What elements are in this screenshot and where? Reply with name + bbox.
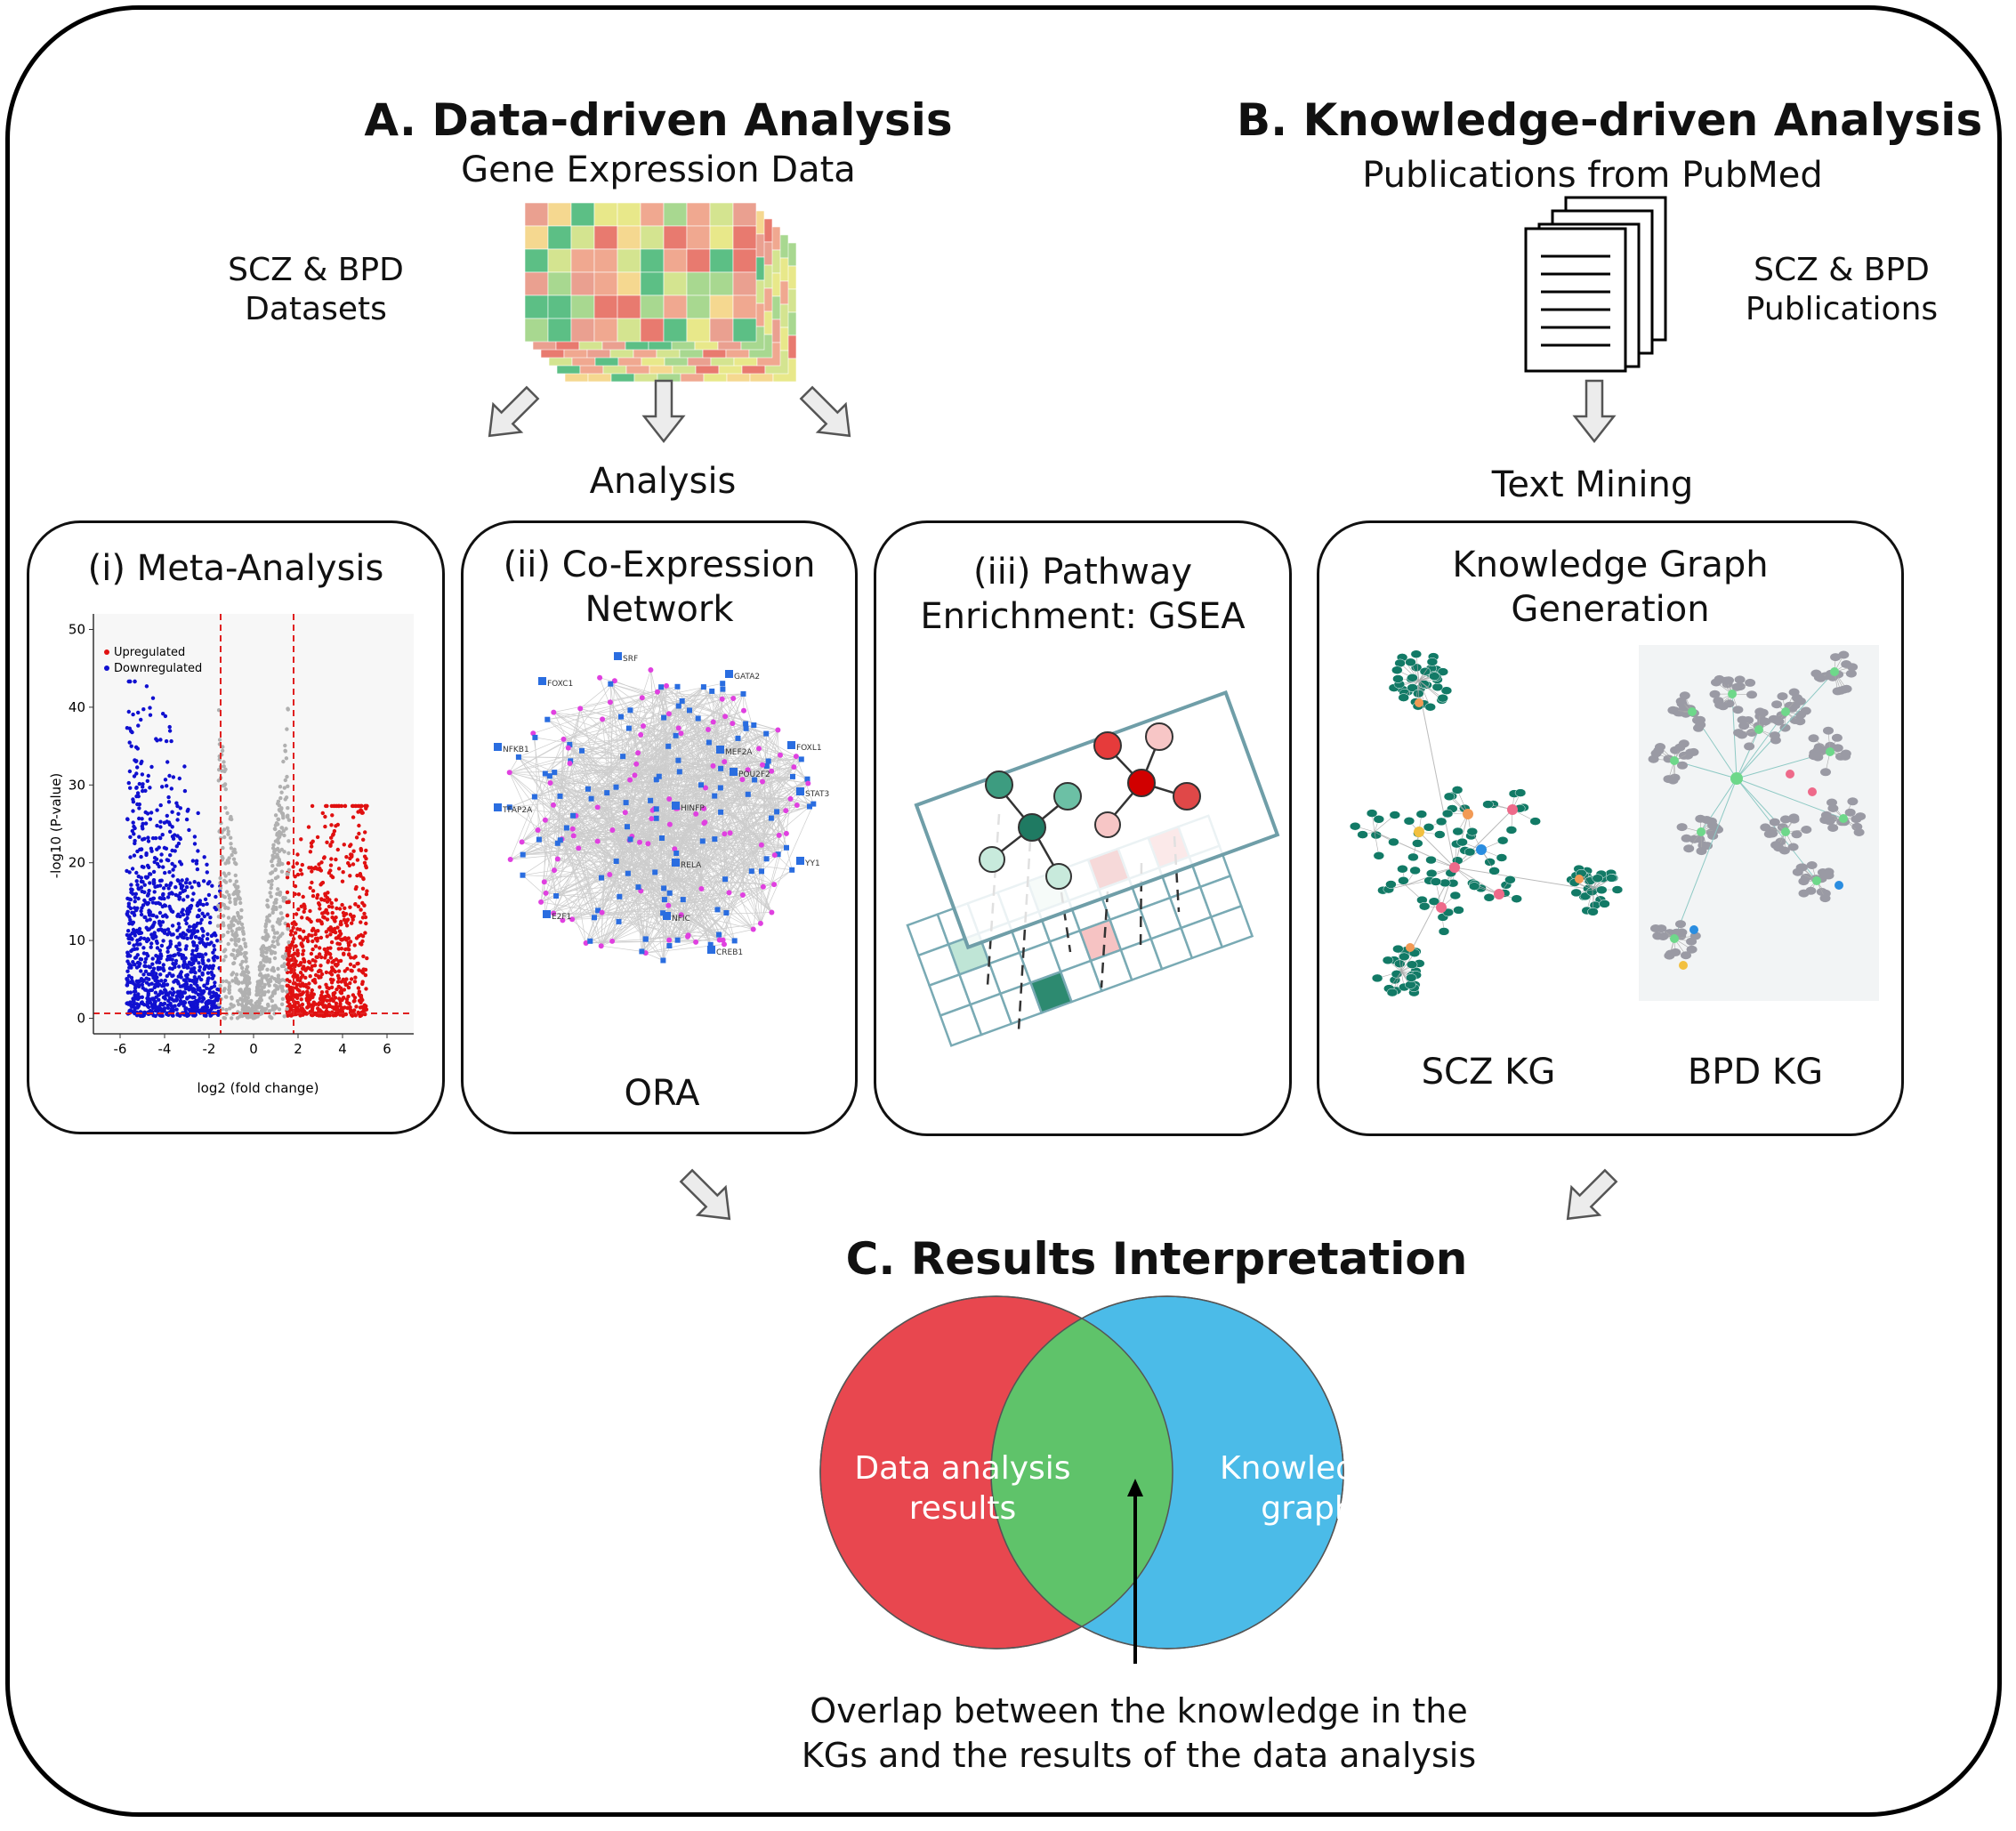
datasets-line-1: SCZ & BPD bbox=[228, 252, 404, 288]
x-tick-label: -2 bbox=[203, 1041, 216, 1057]
scz-knowledge-graph bbox=[1349, 649, 1624, 997]
gene-label: E2F1 bbox=[552, 913, 571, 922]
analysis-label: Analysis bbox=[589, 461, 737, 502]
section-b-subtitle: Publications from PubMed bbox=[1362, 155, 1823, 196]
gene-label: SRF bbox=[623, 655, 638, 664]
y-tick-label: 20 bbox=[69, 855, 85, 871]
y-tick-label: 50 bbox=[69, 621, 85, 637]
x-tick-label: -4 bbox=[158, 1041, 172, 1057]
bpd-kg-label: BPD KG bbox=[1687, 1052, 1824, 1093]
section-a-title: A. Data-driven Analysis bbox=[364, 94, 953, 146]
volcano-plot: 0 10 20 30 40 50 -6 -4 -2 0 2 4 6 Upregulated Downr… bbox=[48, 614, 414, 1096]
gene-label: NFIC bbox=[672, 915, 690, 924]
kg-title: Knowledge Graph Generation bbox=[1319, 543, 1901, 632]
coexpression-network: SRF GATA2 FOXC1 NFKB1 MEF2A FOXL1 POU2F2 STAT3 T… bbox=[494, 652, 829, 964]
gene-expression-heatmap bbox=[525, 203, 797, 383]
pathway-title-line-2: Enrichment: GSEA bbox=[920, 596, 1246, 637]
coexpression-title-line-2: Network bbox=[585, 589, 734, 630]
gene-label: NFKB1 bbox=[503, 746, 529, 754]
datasets-label: SCZ & BPD Datasets bbox=[200, 251, 431, 329]
legend-upregulated: Upregulated bbox=[114, 646, 185, 659]
meta-analysis-title: (i) Meta-Analysis bbox=[87, 548, 384, 589]
section-a-subtitle: Gene Expression Data bbox=[461, 149, 856, 190]
outer-frame bbox=[5, 5, 2002, 1817]
bpd-knowledge-graph bbox=[1639, 645, 1879, 1001]
x-tick-label: -6 bbox=[114, 1041, 127, 1057]
x-tick-label: 6 bbox=[383, 1041, 391, 1057]
section-c-title: C. Results Interpretation bbox=[845, 1233, 1468, 1285]
venn-overlap bbox=[991, 1296, 1173, 1649]
overlap-caption-line-2: KGs and the results of the data analysis bbox=[801, 1736, 1477, 1775]
gene-label: FOXC1 bbox=[547, 680, 573, 689]
gene-label: POU2F2 bbox=[738, 770, 770, 779]
kg-title-line-1: Knowledge Graph bbox=[1452, 544, 1769, 585]
results-venn-diagram: Data analysis results Knowledge graph bbox=[819, 1295, 1396, 1664]
volcano-y-label: -log10 (P-value) bbox=[48, 773, 64, 879]
gene-label: HINFP bbox=[681, 804, 705, 813]
section-b-title: B. Knowledge-driven Analysis bbox=[1237, 94, 1983, 146]
gene-label: CREB1 bbox=[716, 948, 743, 957]
gene-label: STAT3 bbox=[805, 790, 829, 799]
publications-line-2: Publications bbox=[1745, 291, 1939, 327]
pathway-title-line-1: (iii) Pathway bbox=[972, 552, 1193, 593]
gene-label: FOXL1 bbox=[796, 744, 822, 753]
y-tick-label: 30 bbox=[69, 777, 85, 793]
y-tick-label: 10 bbox=[69, 932, 85, 948]
coexpression-title: (ii) Co-Expression Network bbox=[464, 543, 855, 632]
venn-right-line-1: Knowledge bbox=[1220, 1450, 1396, 1487]
venn-right-line-2: graph bbox=[1261, 1490, 1354, 1527]
text-mining-label: Text Mining bbox=[1491, 464, 1694, 505]
gene-label: MEF2A bbox=[725, 748, 753, 757]
legend-downregulated: Downregulated bbox=[114, 662, 202, 675]
kg-title-line-2: Generation bbox=[1511, 589, 1710, 630]
overlap-pointer-head bbox=[1127, 1479, 1143, 1496]
ora-label: ORA bbox=[624, 1073, 700, 1114]
gene-label: GATA2 bbox=[734, 673, 760, 682]
venn-left-line-2: results bbox=[909, 1490, 1017, 1527]
scz-kg-label: SCZ KG bbox=[1421, 1052, 1556, 1093]
publications-line-1: SCZ & BPD bbox=[1754, 252, 1930, 288]
y-tick-label: 40 bbox=[69, 699, 85, 715]
gene-label: TFAP2A bbox=[502, 806, 533, 815]
overlap-caption-line-1: Overlap between the knowledge in the bbox=[810, 1691, 1468, 1730]
y-tick-label: 0 bbox=[77, 1011, 85, 1027]
datasets-line-2: Datasets bbox=[245, 291, 387, 327]
gene-label: YY1 bbox=[804, 859, 820, 868]
x-tick-label: 0 bbox=[249, 1041, 258, 1057]
x-tick-label: 4 bbox=[338, 1041, 347, 1057]
coexpression-panel: (ii) Co-Expression Network ORA bbox=[461, 520, 858, 1134]
gsea-illustration bbox=[906, 690, 1280, 1047]
publications-label: SCZ & BPD Publications bbox=[1717, 251, 1966, 329]
coexpression-title-line-1: (ii) Co-Expression bbox=[503, 544, 816, 585]
x-tick-label: 2 bbox=[294, 1041, 302, 1057]
pathway-title: (iii) Pathway Enrichment: GSEA bbox=[876, 550, 1289, 639]
overlap-caption: Overlap between the knowledge in the KGs… bbox=[694, 1689, 1584, 1778]
volcano-x-label: log2 (fold change) bbox=[198, 1080, 319, 1096]
venn-left-line-1: Data analysis bbox=[854, 1450, 1070, 1487]
publications-documents-icon bbox=[1524, 196, 1667, 373]
gene-label: RELA bbox=[681, 861, 702, 870]
